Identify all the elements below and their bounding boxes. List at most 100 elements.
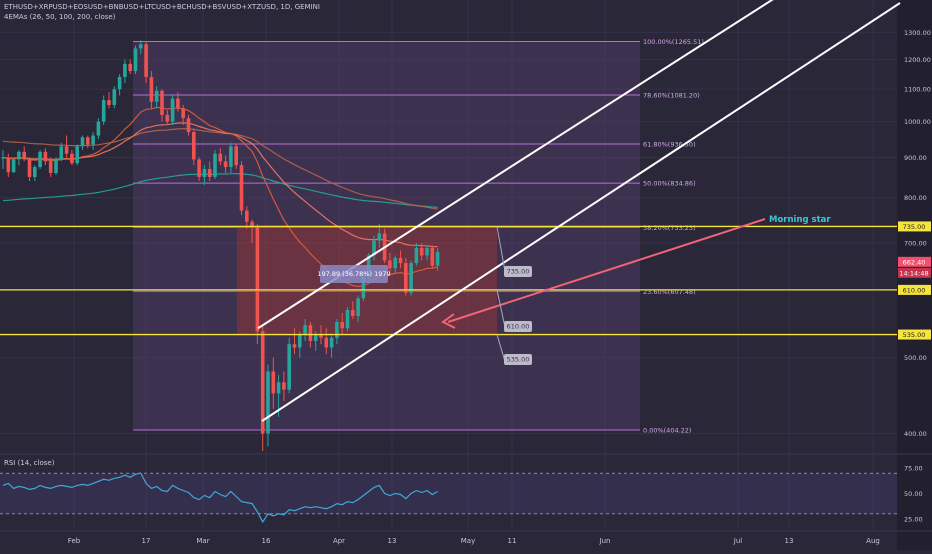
candle-body[interactable]: [324, 337, 329, 348]
candle-body[interactable]: [260, 331, 265, 434]
candle-body[interactable]: [245, 210, 249, 222]
candle-body[interactable]: [213, 153, 217, 177]
candle-body[interactable]: [107, 100, 111, 106]
candle-body[interactable]: [356, 298, 360, 316]
candle-body[interactable]: [43, 151, 48, 162]
candle-body[interactable]: [303, 325, 307, 335]
candle-body[interactable]: [435, 251, 440, 266]
candle-body[interactable]: [80, 137, 85, 147]
candle-body[interactable]: [419, 247, 424, 256]
candle-body[interactable]: [223, 161, 228, 168]
candle-body[interactable]: [17, 151, 21, 160]
candle-body[interactable]: [388, 260, 392, 269]
candle-body[interactable]: [11, 159, 16, 173]
candle-body[interactable]: [361, 276, 366, 299]
candle-body[interactable]: [139, 44, 143, 49]
candle-body[interactable]: [298, 334, 302, 348]
candle-body[interactable]: [351, 310, 355, 316]
candle-body[interactable]: [404, 263, 408, 293]
candle-body[interactable]: [319, 334, 323, 338]
candle-body[interactable]: [22, 151, 26, 160]
candle-body[interactable]: [425, 247, 429, 256]
candle-body[interactable]: [59, 146, 64, 160]
candle-body[interactable]: [308, 325, 313, 341]
candle-body[interactable]: [313, 334, 318, 341]
measure-label: 197.89 (36.78%) 1979: [317, 270, 390, 278]
candle-body[interactable]: [372, 240, 376, 256]
candle-body[interactable]: [128, 63, 132, 72]
candle-body[interactable]: [75, 146, 79, 164]
candle-body[interactable]: [133, 48, 138, 72]
candle-body[interactable]: [218, 153, 223, 162]
price-tick-label: 700.00: [904, 240, 927, 248]
candle-body[interactable]: [101, 100, 106, 122]
rsi-tick-label: 50.00: [904, 490, 923, 498]
candle-body[interactable]: [340, 322, 344, 329]
candle-body[interactable]: [181, 108, 185, 119]
candle-body[interactable]: [234, 146, 238, 166]
candle-body[interactable]: [345, 310, 350, 329]
x-tick-label: 17: [142, 537, 151, 545]
candle-body[interactable]: [393, 257, 397, 269]
candle-body[interactable]: [48, 161, 53, 173]
candle-body[interactable]: [430, 247, 435, 266]
candle-body[interactable]: [409, 263, 413, 293]
x-tick-label: 13: [388, 537, 397, 545]
candle-body[interactable]: [96, 121, 101, 136]
candle-body[interactable]: [377, 233, 382, 241]
candle-body[interactable]: [123, 63, 127, 78]
candle-body[interactable]: [335, 322, 339, 338]
rsi-line[interactable]: [2, 472, 438, 524]
candle-body[interactable]: [112, 89, 117, 106]
candle-body[interactable]: [271, 371, 276, 394]
support-badge-box: [898, 221, 931, 232]
candle-body[interactable]: [38, 151, 42, 168]
candle-body[interactable]: [165, 114, 170, 122]
candle-body[interactable]: [91, 135, 95, 145]
candle-body[interactable]: [239, 165, 244, 211]
candle-body[interactable]: [144, 44, 148, 78]
candle-body[interactable]: [33, 167, 37, 177]
trend-channel-lower[interactable]: [261, 2, 901, 422]
candle-body[interactable]: [292, 344, 297, 348]
candle-body[interactable]: [149, 77, 154, 102]
candle-body[interactable]: [229, 146, 233, 168]
candle-body[interactable]: [170, 98, 175, 122]
candle-body[interactable]: [276, 382, 281, 394]
callout-box[interactable]: [504, 321, 532, 332]
candle-body[interactable]: [186, 118, 191, 132]
candle-body[interactable]: [1, 157, 5, 159]
candle-body[interactable]: [64, 146, 69, 154]
ema-indicator-label[interactable]: 4EMAs (26, 50, 100, 200, close): [4, 13, 116, 21]
rsi-indicator-label[interactable]: RSI (14, close): [4, 459, 55, 467]
candle-body[interactable]: [154, 90, 159, 102]
x-tick-label: Apr: [333, 537, 345, 545]
x-tick-label: Mar: [196, 537, 209, 545]
candle-body[interactable]: [197, 159, 201, 177]
candle-body[interactable]: [27, 159, 32, 177]
candle-body[interactable]: [202, 169, 207, 177]
candle-body[interactable]: [70, 153, 74, 164]
callout-box[interactable]: [504, 354, 532, 365]
candle-body[interactable]: [287, 344, 291, 390]
candle-body[interactable]: [117, 77, 122, 90]
symbol-title[interactable]: ETHUSD+XRPUSD+EOSUSD+BNBUSD+LTCUSD+BCHUS…: [4, 3, 320, 11]
candle-body[interactable]: [6, 157, 11, 173]
candle-body[interactable]: [266, 371, 270, 434]
candle-body[interactable]: [414, 247, 419, 264]
candle-body[interactable]: [398, 257, 403, 264]
candle-body[interactable]: [329, 337, 334, 348]
callout-box[interactable]: [504, 266, 532, 277]
candle-body[interactable]: [176, 98, 180, 109]
x-tick-label: Feb: [68, 537, 81, 545]
candle-body[interactable]: [255, 226, 260, 332]
candle-body[interactable]: [250, 221, 254, 227]
candle-body[interactable]: [282, 382, 286, 390]
candle-body[interactable]: [207, 169, 212, 177]
annotation-arrow-line[interactable]: [447, 218, 766, 323]
candle-body[interactable]: [54, 159, 58, 173]
candle-body[interactable]: [160, 90, 164, 115]
candle-body[interactable]: [192, 131, 196, 160]
candle-body[interactable]: [86, 137, 90, 145]
